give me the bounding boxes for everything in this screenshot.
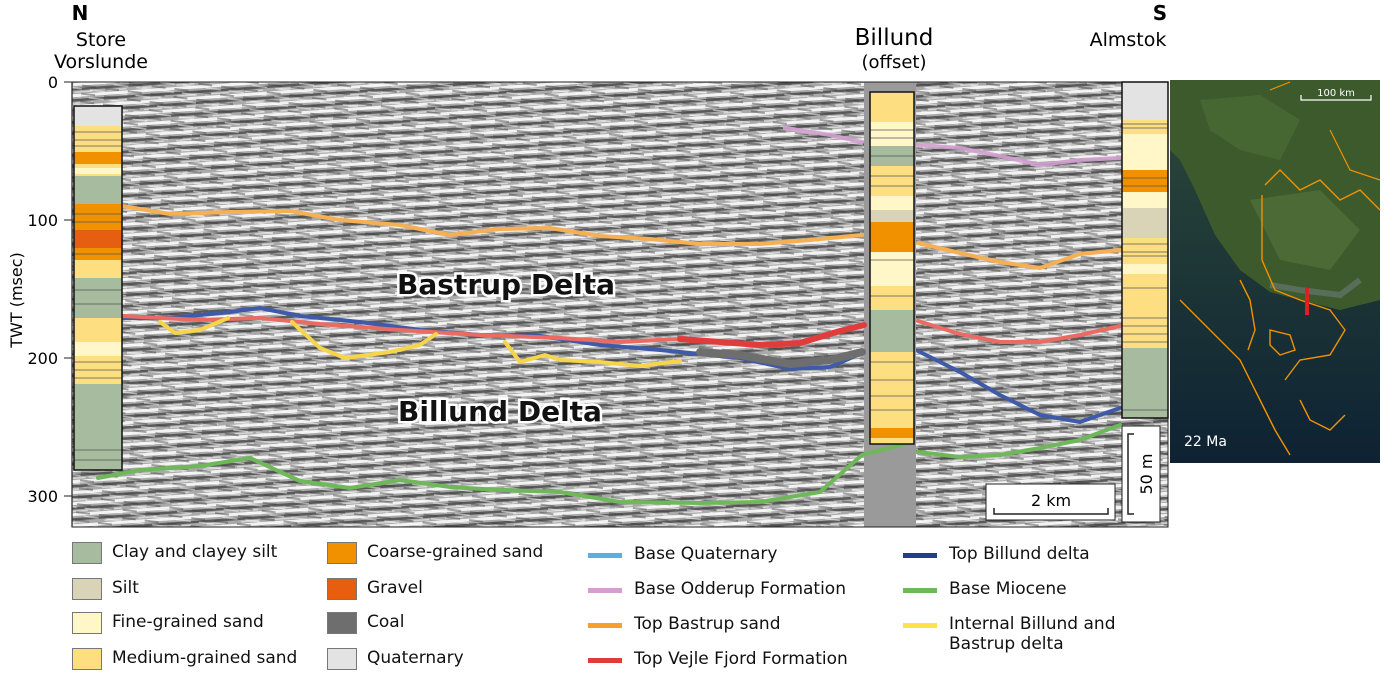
legend-item-top-vejle: Top Vejle Fjord Formation — [588, 649, 848, 669]
legend-line-top-vejle — [588, 658, 622, 663]
tick-200: 200 — [27, 349, 72, 368]
horizon-internal-1 — [158, 316, 230, 335]
legend-item-top-bastrup: Top Bastrup sand — [588, 614, 781, 634]
horizon-base-miocene — [96, 423, 1122, 505]
legend-item-base-quaternary: Base Quaternary — [588, 544, 777, 564]
legend-swatch-gravel — [327, 578, 357, 600]
legend-label: Top Billund delta — [949, 544, 1090, 564]
horizon-internal-2 — [290, 320, 438, 360]
legend-swatch-clay — [72, 542, 102, 564]
legend-item-fine-sand: Fine-grained sand — [72, 612, 264, 634]
south-label: S — [1153, 1, 1167, 25]
horizons — [96, 126, 1122, 505]
inset-scale-label: 100 km — [1317, 88, 1355, 99]
north-label: N — [72, 1, 89, 25]
well-name-store-vorslunde-2: Vorslunde — [54, 51, 148, 73]
log-almstok — [1121, 81, 1169, 419]
inset-age-label: 22 Ma — [1184, 434, 1227, 450]
legend-swatch-silt — [72, 578, 102, 600]
legend-line-base-odderup — [588, 588, 622, 593]
legend-item-coal: Coal — [327, 612, 404, 634]
tick-label-100: 100 — [27, 211, 58, 230]
scale-label-2km: 2 km — [1031, 491, 1071, 510]
inset-map: 100 km 22 Ma — [1170, 80, 1381, 463]
legend-label: Medium-grained sand — [112, 648, 298, 668]
legend-swatch-quaternary — [327, 648, 357, 670]
legend-label: Base Quaternary — [634, 544, 778, 564]
horizon-top-bastrup — [120, 204, 1122, 270]
legend-item-top-billund: Top Billund delta — [903, 544, 1090, 564]
tick-300: 300 — [27, 487, 72, 506]
legend-swatch-coal — [327, 612, 357, 634]
well-name-billund-2: (offset) — [862, 52, 927, 73]
tick-label-200: 200 — [27, 349, 58, 368]
legend-item-quaternary: Quaternary — [327, 648, 464, 670]
legend-label: Quaternary — [367, 648, 464, 668]
legend-item-gravel: Gravel — [327, 578, 423, 600]
y-axis-label: TWT (msec) — [7, 252, 26, 349]
legend-label: Base Miocene — [949, 579, 1067, 599]
scale-label-50m: 50 m — [1137, 453, 1156, 494]
legend-item-base-odderup: Base Odderup Formation — [588, 579, 846, 599]
legend-item-coarse-sand: Coarse-grained sand — [327, 542, 543, 564]
legend-label: Fine-grained sand — [112, 612, 264, 632]
legend-swatch-fine-sand — [72, 612, 102, 634]
legend-item-silt: Silt — [72, 578, 139, 600]
log-billund — [869, 91, 915, 445]
legend-item-base-miocene: Base Miocene — [903, 579, 1067, 599]
horizon-coal-segment — [696, 348, 866, 368]
legend-item-internal: Internal Billund and Bastrup delta — [903, 614, 1119, 654]
legend-label: Top Bastrup sand — [634, 614, 781, 634]
legend-label: Silt — [112, 578, 139, 598]
y-axis: 0 100 200 300 TWT (msec) — [7, 73, 73, 527]
legend-label: Gravel — [367, 578, 423, 598]
tick-0: 0 — [48, 73, 72, 92]
legend-swatch-medium-sand — [72, 648, 102, 670]
well-name-almstok: Almstok — [1090, 29, 1167, 51]
legend-swatch-coarse-sand — [327, 542, 357, 564]
legend-label: Coarse-grained sand — [367, 542, 544, 562]
annotation-bastrup-delta: Bastrup Delta — [397, 268, 615, 301]
legend-item-medium-sand: Medium-grained sand — [72, 648, 297, 670]
legend-line-top-bastrup — [588, 623, 622, 628]
horizon-top-vejle-fjord-highlight — [677, 322, 867, 348]
seismic-section-figure: 0 100 200 300 TWT (msec) — [7, 1, 1381, 528]
tick-label-300: 300 — [27, 487, 58, 506]
legend-label: Clay and clayey silt — [112, 542, 278, 562]
legend-label: Coal — [367, 612, 405, 632]
legend-line-base-quaternary — [588, 553, 622, 558]
tick-100: 100 — [27, 211, 72, 230]
well-name-store-vorslunde-1: Store — [76, 29, 126, 51]
scale-bar-horizontal: 2 km — [985, 483, 1116, 521]
legend-label: Base Odderup Formation — [634, 579, 846, 599]
well-name-billund-1: Billund — [855, 25, 934, 51]
legend-line-top-billund — [903, 553, 937, 558]
legend-line-base-miocene — [903, 588, 937, 593]
legend-line-internal — [903, 623, 937, 628]
seismic-background — [71, 81, 1169, 528]
horizon-base-odderup — [783, 126, 1122, 167]
log-store-vorslunde — [73, 105, 123, 471]
annotation-billund-delta: Billund Delta — [398, 395, 602, 428]
legend-label: Internal Billund and Bastrup delta — [949, 614, 1116, 654]
scale-bar-vertical: 50 m — [1121, 425, 1161, 523]
legend-label: Top Vejle Fjord Formation — [634, 649, 848, 669]
tick-label-0: 0 — [48, 73, 58, 92]
horizon-internal-3 — [503, 340, 682, 368]
legend-item-clay: Clay and clayey silt — [72, 542, 277, 564]
